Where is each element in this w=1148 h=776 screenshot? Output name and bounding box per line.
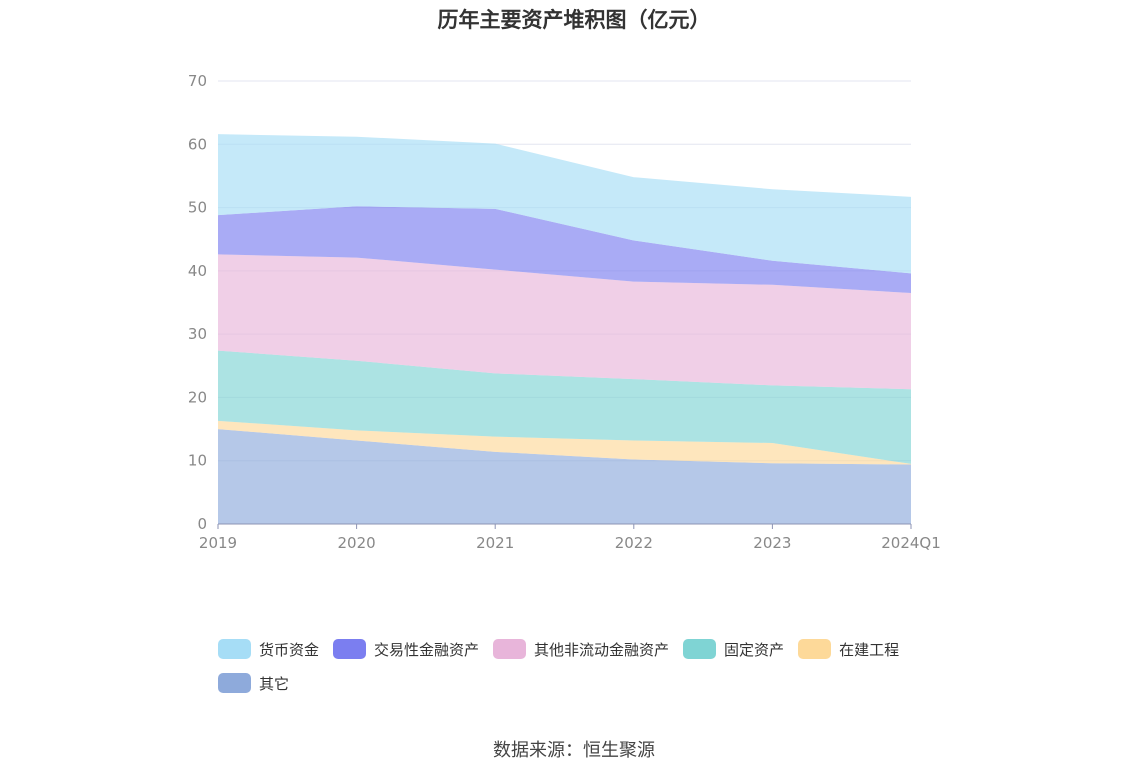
legend-label: 其它 <box>259 674 290 693</box>
y-tick-label: 50 <box>188 199 207 217</box>
y-tick-label: 10 <box>188 452 207 470</box>
y-tick-label: 30 <box>188 325 207 343</box>
legend-label: 其他非流动金融资产 <box>534 640 670 659</box>
area-series <box>218 134 911 524</box>
legend-label: 在建工程 <box>839 640 900 659</box>
legend-item[interactable]: 交易性金融资产 <box>333 638 479 660</box>
legend-item[interactable]: 其它 <box>218 672 289 694</box>
legend-item[interactable]: 固定资产 <box>683 638 784 660</box>
area-4 <box>218 206 911 294</box>
legend-swatch <box>218 639 251 659</box>
legend-swatch <box>493 639 527 659</box>
legend-label: 交易性金融资产 <box>374 640 480 659</box>
x-tick-label: 2022 <box>615 534 653 552</box>
legend-swatch <box>683 639 717 659</box>
area-3 <box>218 254 911 390</box>
legend-item[interactable]: 货币资金 <box>218 638 319 660</box>
stacked-area-chart: 0 10 20 30 40 50 60 70 2019 2020 2021 2022 2023 2024Q… <box>188 72 941 552</box>
chart-legend: 货币资金 交易性金融资产 其他非流动金融资产 固定资产 在建工程其它 <box>218 638 978 706</box>
legend-swatch <box>218 673 251 693</box>
legend-label: 固定资产 <box>724 640 785 659</box>
x-tick-label: 2024Q1 <box>881 534 941 552</box>
area-1 <box>218 420 911 465</box>
x-tick-label: 2023 <box>753 534 791 552</box>
legend-item[interactable]: 其他非流动金融资产 <box>493 638 669 660</box>
legend-swatch <box>798 639 832 659</box>
y-tick-label: 40 <box>188 262 207 280</box>
legend-item[interactable]: 在建工程 <box>798 638 899 660</box>
data-source: 数据来源：恒生聚源 <box>493 740 655 761</box>
y-tick-label: 20 <box>188 388 207 406</box>
legend-label: 货币资金 <box>259 640 320 659</box>
y-tick-label: 70 <box>188 72 207 90</box>
chart-title: 历年主要资产堆积图（亿元） <box>437 8 711 32</box>
area-0 <box>218 429 911 524</box>
axes: 0 10 20 30 40 50 60 70 2019 2020 2021 2022 2023 2024Q… <box>188 72 941 552</box>
area-5 <box>218 134 911 274</box>
y-tick-label: 0 <box>197 515 207 533</box>
area-2 <box>218 350 911 464</box>
x-tick-label: 2019 <box>199 534 237 552</box>
x-tick-label: 2020 <box>338 534 376 552</box>
legend-swatch <box>333 639 367 659</box>
y-tick-label: 60 <box>188 135 207 153</box>
x-tick-label: 2021 <box>476 534 514 552</box>
